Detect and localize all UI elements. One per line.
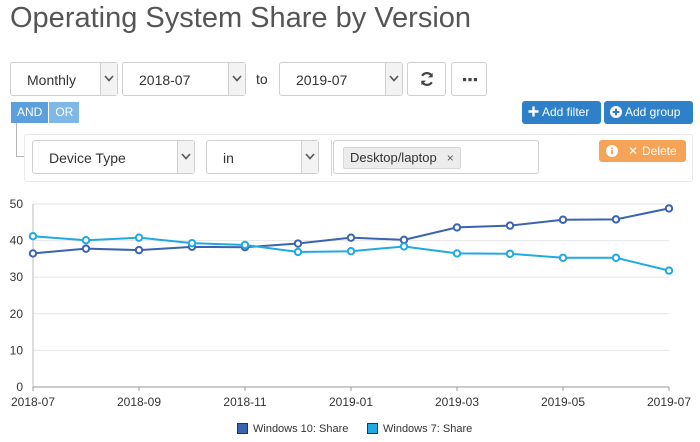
data-point (187, 238, 197, 248)
data-point (558, 253, 568, 263)
value-input[interactable]: Desktop/laptop × (333, 140, 539, 174)
legend-swatch-windows10 (237, 423, 248, 434)
from-date-value: 2018-07 (139, 72, 191, 88)
page-title: Operating System Share by Version (10, 2, 472, 34)
interval-select[interactable]: Monthly (10, 62, 118, 96)
delete-label: Delete (642, 144, 677, 158)
more-options-button[interactable] (451, 62, 487, 96)
data-point (558, 215, 568, 224)
add-filter-label: Add filter (542, 105, 590, 119)
y-tick-label: 30 (10, 270, 24, 284)
close-icon: ✕ (628, 144, 639, 158)
to-label: to (256, 71, 268, 87)
from-date-select[interactable]: 2018-07 (122, 62, 246, 96)
data-point (346, 247, 356, 256)
chevron-down-icon (385, 63, 402, 95)
data-point (505, 249, 515, 258)
y-tick-label: 10 (10, 343, 24, 357)
group-bracket (16, 123, 30, 157)
legend-item-windows7[interactable]: Windows 7: Share (367, 423, 472, 435)
data-point (134, 245, 144, 255)
rule-divider (331, 140, 332, 176)
x-tick-label: 2019-01 (329, 395, 373, 409)
data-point (611, 253, 621, 263)
add-filter-button[interactable]: Add filter (522, 101, 601, 124)
y-tick-label: 50 (10, 197, 24, 211)
operator-value: in (223, 150, 234, 166)
data-point (505, 221, 515, 230)
data-point (81, 244, 91, 253)
data-point (293, 247, 303, 257)
y-axis: 0 10 20 30 40 50 (10, 197, 24, 394)
info-icon (606, 145, 618, 157)
x-tick-label: 2019-07 (647, 395, 691, 409)
data-point (452, 223, 462, 232)
legend-label-windows10: Windows 10: Share (253, 423, 349, 435)
data-point (399, 235, 409, 245)
refresh-icon (420, 72, 434, 86)
field-select[interactable]: Device Type (32, 140, 195, 174)
x-tick-label: 2019-03 (435, 395, 479, 409)
data-point (134, 233, 144, 242)
x-tick-label: 2019-05 (541, 395, 585, 409)
delete-rule-button[interactable]: ✕ Delete (599, 140, 686, 162)
ellipsis-icon (463, 78, 477, 82)
value-tag: Desktop/laptop × (343, 147, 461, 169)
legend-item-windows10[interactable]: Windows 10: Share (237, 423, 348, 435)
data-point (399, 242, 409, 251)
data-point (28, 249, 38, 258)
chevron-down-icon (177, 141, 194, 173)
chevron-down-icon (301, 141, 318, 173)
data-point (664, 266, 674, 275)
chart-series (28, 204, 674, 275)
data-point (664, 204, 674, 213)
line-chart: 0 10 20 30 40 50 2018-07 2018-09 2018-11 2019-01… (10, 197, 692, 409)
legend-swatch-windows7 (367, 423, 378, 434)
add-group-button[interactable]: Add group (604, 101, 693, 124)
x-tick-label: 2018-11 (223, 395, 266, 409)
data-point (240, 240, 250, 250)
interval-value: Monthly (27, 72, 77, 88)
data-point (346, 233, 356, 242)
y-tick-label: 0 (16, 380, 23, 394)
field-value: Device Type (49, 150, 126, 166)
data-point (81, 236, 91, 245)
data-point (611, 215, 621, 224)
add-group-label: Add group (625, 105, 681, 119)
legend-label-windows7: Windows 7: Share (383, 423, 473, 435)
and-toggle[interactable]: AND (11, 102, 49, 123)
condition-toggle[interactable]: AND OR (11, 102, 80, 123)
to-date-select[interactable]: 2019-07 (279, 62, 403, 96)
refresh-button[interactable] (407, 62, 446, 96)
operator-select[interactable]: in (206, 140, 319, 174)
series-line-0 (32, 207, 670, 255)
x-tick-label: 2018-09 (117, 395, 161, 409)
or-toggle[interactable]: OR (49, 102, 80, 123)
value-tag-label: Desktop/laptop (350, 150, 437, 165)
plus-circle-icon (610, 106, 622, 118)
x-tick-label: 2018-07 (11, 395, 55, 409)
x-axis: 2018-07 2018-09 2018-11 2019-01 2019-03 2019-… (11, 387, 691, 409)
toggle-divider (48, 102, 50, 123)
to-date-value: 2019-07 (296, 72, 348, 88)
y-tick-label: 20 (10, 307, 24, 321)
data-point (28, 232, 38, 241)
tag-remove-icon[interactable]: × (446, 151, 454, 165)
chevron-down-icon (228, 63, 245, 95)
chevron-down-icon (100, 63, 117, 95)
data-point (452, 249, 462, 258)
plus-icon (528, 106, 539, 117)
y-tick-label: 40 (10, 234, 24, 248)
data-point (293, 239, 303, 248)
chart-grid (32, 203, 669, 388)
